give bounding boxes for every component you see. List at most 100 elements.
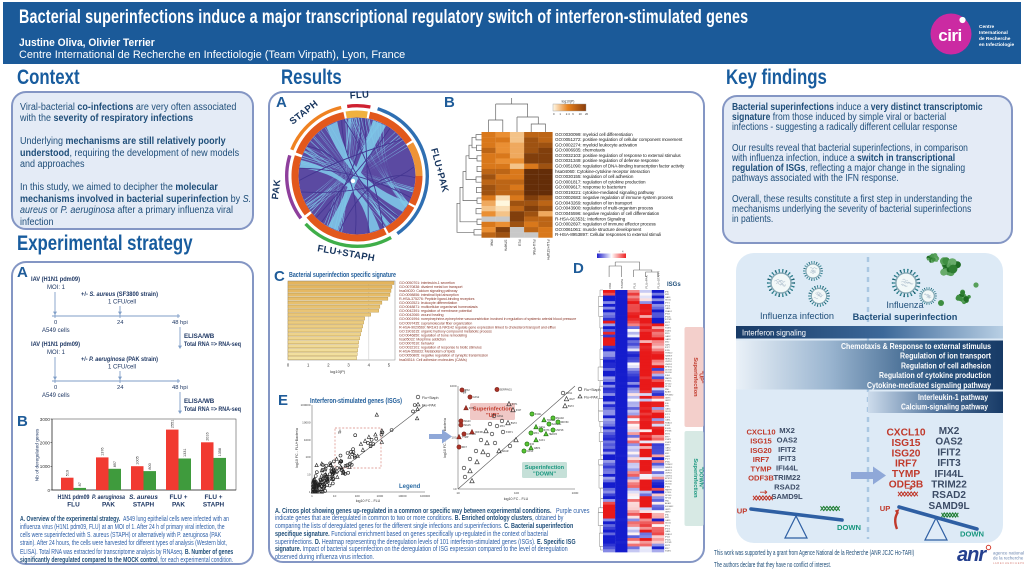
svg-text:5: 5 [388,363,391,368]
svg-text:GO:1901615: organic hydroxy co: GO:1901615: organic hydroxy compound met… [399,329,492,333]
svg-text:HERC5: HERC5 [665,358,673,360]
svg-text:1005: 1005 [136,456,140,464]
svg-text:PAK: PAK [608,283,612,289]
svg-text:PARP9: PARP9 [665,377,673,380]
svg-text:STAPH: STAPH [620,279,624,289]
svg-text:P. aeruginosa: P. aeruginosa [92,494,125,501]
svg-text:DDX60: DDX60 [665,372,673,374]
svg-text:GBP4: GBP4 [534,447,541,450]
svg-text:STAT1: STAT1 [506,431,514,434]
svg-text:10000: 10000 [398,494,407,498]
svg-text:IFI44: IFI44 [665,425,671,427]
svg-text:1000: 1000 [304,438,311,442]
svg-text:1000: 1000 [572,491,579,495]
svg-text:RSAD2: RSAD2 [665,310,673,313]
svg-text:Centre: Centre [979,24,995,30]
svg-text:MX2: MX2 [465,389,471,392]
svg-text:SAMD9L: SAMD9L [552,423,562,426]
svg-text:OAS3: OAS3 [527,450,534,453]
svg-text:FLU +: FLU + [205,494,223,501]
svg-text:IFIT2: IFIT2 [937,447,961,458]
svg-text:TRIM22: TRIM22 [665,464,673,466]
svg-text:Flu+Staph: Flu+Staph [422,396,438,400]
svg-text:IFIT2: IFIT2 [469,407,475,410]
svg-text:10000: 10000 [302,420,311,424]
svg-text:log10 FC - FLU: log10 FC - FLU [504,497,529,501]
svg-text:48 hpi: 48 hpi [172,385,188,391]
svg-text:OASL: OASL [665,530,671,533]
svg-text:4: 4 [622,250,624,254]
svg-text:CXCL10: CXCL10 [886,428,925,439]
svg-text:EPSTI1: EPSTI1 [665,478,673,480]
svg-text:10: 10 [579,112,583,116]
svg-text:TRIM22: TRIM22 [665,353,673,355]
svg-text:BST2: BST2 [568,405,575,408]
svg-text:STAT1: STAT1 [665,438,672,441]
svg-text:2: 2 [327,363,330,368]
svg-text:IFI6: IFI6 [530,443,535,446]
svg-text:USP18: USP18 [665,361,672,363]
svg-text:Superinfection: Superinfection [525,465,565,471]
svg-text:ODF3B: ODF3B [748,474,774,483]
svg-text:ISG15: ISG15 [464,424,471,427]
svg-text:PAK: PAK [270,179,283,200]
svg-text:Interleukin-1 pathway: Interleukin-1 pathway [918,393,988,402]
svg-text:ISGs: ISGs [667,282,681,288]
svg-text:IFI27: IFI27 [516,409,522,412]
svg-text:MX2: MX2 [779,426,795,435]
svg-text:6: 6 [572,112,574,116]
svg-text:PAK: PAK [489,240,493,248]
svg-text:DDX60: DDX60 [561,421,569,424]
svg-text:10: 10 [333,494,337,498]
svg-text:100000: 100000 [300,403,310,407]
svg-text:IFI44: IFI44 [665,537,671,539]
svg-text:BST2: BST2 [665,434,671,436]
svg-text:IFIH1: IFIH1 [665,375,671,377]
svg-text:Flu+Staph: Flu+Staph [584,388,600,392]
svg-text:MOI: 1: MOI: 1 [47,350,66,356]
svg-text:IFI27: IFI27 [569,398,575,401]
svg-text:OAS2: OAS2 [935,437,963,448]
svg-text:H1N1 pdm09: H1N1 pdm09 [58,494,90,501]
svg-text:IFI44L: IFI44L [935,469,964,480]
svg-text:2016: 2016 [206,432,210,440]
svg-text:hsa05032: Morphine addiction: hsa05032: Morphine addiction [399,338,446,342]
svg-text:MOI: 1: MOI: 1 [47,285,66,291]
svg-text:24: 24 [117,385,124,391]
svg-text:GO:0002521: leukocyte differen: GO:0002521: leukocyte differentiation [399,301,457,305]
svg-text:DDX58: DDX58 [665,369,673,371]
svg-text:R-HSA-375276: Peptide ligand-b: R-HSA-375276: Peptide ligand-binding rec… [399,297,475,301]
svg-text:1 CFU/cell: 1 CFU/cell [108,365,136,371]
svg-text:GO:0002683: negative regulatio: GO:0002683: negative regulation of immun… [555,195,674,200]
svg-text:OAS1: OAS1 [665,296,671,299]
svg-text:10: 10 [307,473,311,477]
svg-text:OAS3: OAS3 [665,338,671,341]
svg-text:Bacterial superinfection: Bacterial superinfection [853,312,958,322]
svg-text:GO:0032101: regulation of resp: GO:0032101: regulation of response to bi… [399,346,482,350]
svg-text:1000: 1000 [376,494,383,498]
svg-text:RSAD2: RSAD2 [665,421,673,424]
svg-text:ISG15: ISG15 [665,411,672,413]
svg-text:IAV (H1N1 pdm09): IAV (H1N1 pdm09) [31,341,80,348]
svg-text:STAPH: STAPH [203,502,225,509]
svg-text:IFI44L: IFI44L [665,316,672,318]
svg-text:1: 1 [307,363,310,368]
svg-text:A549 cells: A549 cells [42,393,70,399]
svg-text:48 hpi: 48 hpi [172,320,188,326]
svg-text:IFIT3: IFIT3 [778,454,796,463]
svg-text:MX1: MX1 [665,517,670,519]
svg-text:IAV (H1N1 pdm09): IAV (H1N1 pdm09) [31,276,80,283]
svg-text:0: 0 [553,112,555,116]
svg-text:PML: PML [665,389,670,391]
svg-text:FLU: FLU [67,502,80,509]
svg-text:ADAR: ADAR [502,450,509,453]
svg-text:hsa04020: Calcium signaling pa: hsa04020: Calcium signaling pathway [399,289,458,293]
svg-text:IFIT3: IFIT3 [544,429,550,432]
svg-text:GBP2: GBP2 [665,400,671,402]
svg-text:IFI35: IFI35 [665,461,671,463]
svg-text:Influenza: Influenza [886,300,924,310]
svg-text:1331: 1331 [183,449,187,457]
svg-text:897: 897 [113,461,117,467]
svg-text:IFI6: IFI6 [665,403,669,405]
svg-text:IFIH1: IFIH1 [665,486,671,488]
